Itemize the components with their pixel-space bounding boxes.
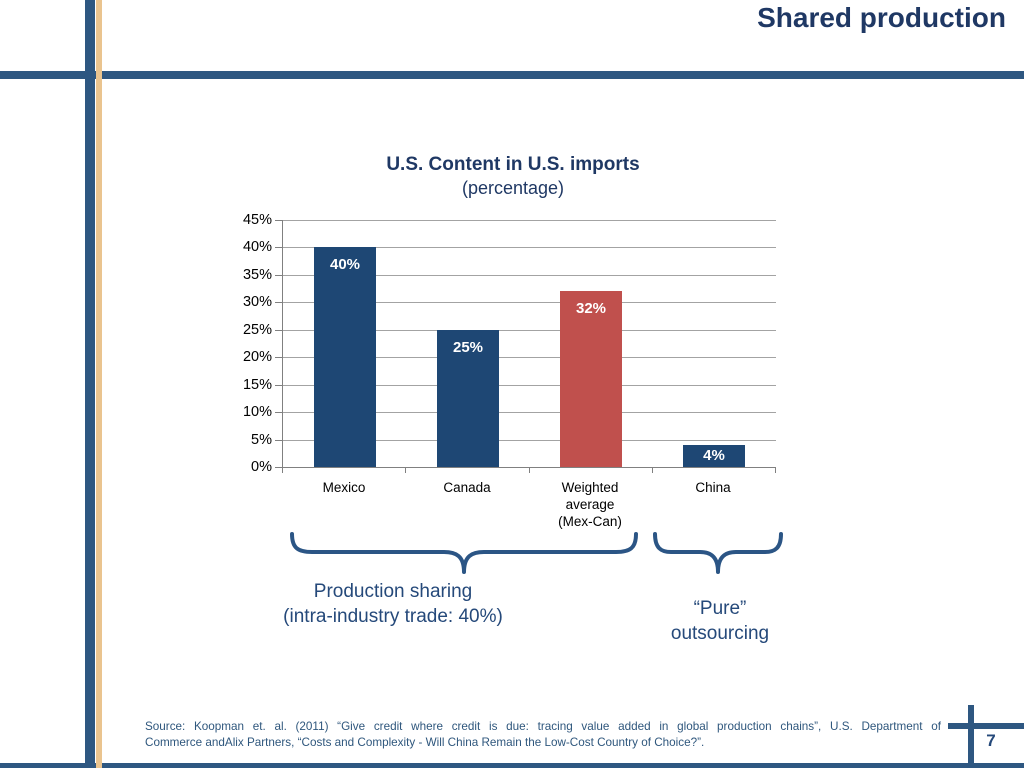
- x-category-label: China: [695, 480, 731, 495]
- y-tick-label: 20%: [242, 349, 272, 365]
- gridline: [283, 275, 776, 276]
- gridline: [283, 330, 776, 331]
- y-tick-mark: [275, 467, 282, 468]
- left-brace: [290, 532, 638, 574]
- page-number: 7: [986, 731, 996, 750]
- x-category-label: Mexico: [322, 480, 366, 495]
- y-tick-mark: [275, 357, 282, 358]
- production-sharing-caption-line2: (intra-industry trade: 40%): [283, 606, 503, 627]
- y-tick-label: 40%: [242, 239, 272, 255]
- slide-title: Shared production: [757, 2, 1006, 33]
- gridline: [283, 385, 776, 386]
- x-tick-mark: [775, 467, 776, 473]
- pure-outsourcing-caption-line1: “Pure”: [693, 598, 747, 619]
- pure-outsourcing-caption: “Pure” outsourcing: [620, 596, 820, 646]
- plot-area: 40% 25% 32% 4%: [282, 220, 776, 468]
- bar-canada: 25%: [437, 330, 499, 467]
- x-category-label: Canada: [443, 480, 491, 495]
- y-tick-label: 15%: [242, 377, 272, 393]
- y-tick-mark: [275, 220, 282, 221]
- y-tick-label: 25%: [242, 322, 272, 338]
- left-vertical-navy-bar: [85, 0, 95, 768]
- gridline: [283, 357, 776, 358]
- left-vertical-tan-bar: [96, 0, 102, 768]
- y-tick-mark: [275, 247, 282, 248]
- bar-value-label: 40%: [329, 256, 361, 273]
- y-tick-label: 30%: [242, 294, 272, 310]
- y-tick-label: 35%: [242, 267, 272, 283]
- production-sharing-caption: Production sharing (intra-industry trade…: [243, 579, 543, 629]
- x-tick-mark: [282, 467, 283, 473]
- pure-outsourcing-caption-line2: outsourcing: [670, 623, 770, 644]
- y-tick-label: 0%: [251, 459, 272, 475]
- bar-value-label: 32%: [575, 300, 607, 317]
- y-tick-mark: [275, 385, 282, 386]
- y-tick-mark: [275, 275, 282, 276]
- gridline: [283, 412, 776, 413]
- chart-title: U.S. Content in U.S. imports: [386, 154, 640, 175]
- bar-weighted-average-mex-can-: 32%: [560, 291, 622, 467]
- y-tick-label: 5%: [251, 432, 272, 448]
- production-sharing-caption-line1: Production sharing: [313, 581, 473, 602]
- x-tick-mark: [529, 467, 530, 473]
- y-tick-label: 10%: [242, 404, 272, 420]
- source-citation-line1: Source: Koopman et. al. (2011) “Give cre…: [145, 720, 941, 733]
- y-tick-label: 45%: [242, 212, 272, 228]
- right-brace: [653, 532, 783, 574]
- page-corner-horizontal-rule: [948, 723, 1024, 729]
- top-horizontal-rule: [0, 71, 1024, 79]
- y-tick-mark: [275, 302, 282, 303]
- y-tick-mark: [275, 440, 282, 441]
- chart-subtitle: (percentage): [461, 178, 565, 198]
- x-category-label: Weighted average (Mex-Can): [558, 480, 622, 529]
- bar-value-label: 4%: [703, 447, 725, 464]
- bar-mexico: 40%: [314, 247, 376, 467]
- bar-value-label: 25%: [452, 339, 484, 356]
- x-tick-mark: [405, 467, 406, 473]
- gridline: [283, 220, 776, 221]
- page-corner-vertical-rule: [968, 705, 974, 768]
- gridline: [283, 302, 776, 303]
- gridline: [283, 247, 776, 248]
- gridline: [283, 440, 776, 441]
- x-tick-mark: [652, 467, 653, 473]
- bar-china: 4%: [683, 445, 745, 467]
- source-citation: Source: Koopman et. al. (2011) “Give cre…: [145, 719, 941, 750]
- bottom-horizontal-rule: [0, 763, 1024, 768]
- y-tick-mark: [275, 412, 282, 413]
- y-tick-mark: [275, 330, 282, 331]
- source-citation-line2: Commerce andAlix Partners, “Costs and Co…: [145, 735, 705, 749]
